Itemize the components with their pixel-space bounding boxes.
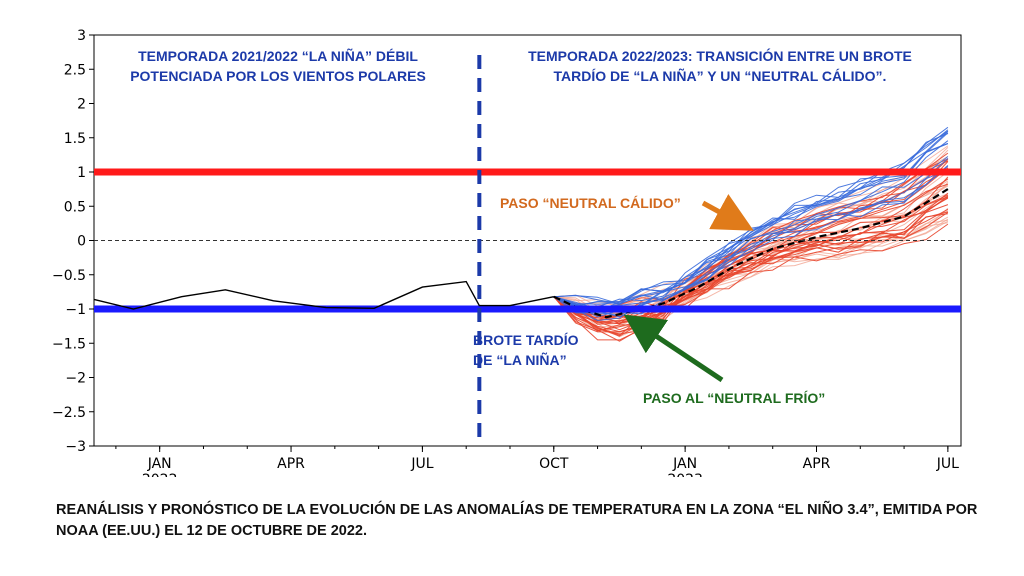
forecast-ensemble <box>553 126 949 342</box>
forecast-member-blue <box>553 131 949 308</box>
y-tick-label: 0 <box>77 234 86 250</box>
x-axis: JAN APR JUL OCT JAN APR JUL 2022 2023 <box>115 446 959 488</box>
annotations: TEMPORADA 2021/2022 “LA NIÑA” DÉBIL POTEN… <box>130 47 912 406</box>
y-tick-label: −2 <box>65 371 86 387</box>
figure-caption: REANÁLISIS Y PRONÓSTICO DE LA EVOLUCIÓN … <box>56 502 978 539</box>
y-tick-label: −1.5 <box>52 336 86 352</box>
annotation-late-nina-line: BROTE TARDÍO <box>473 332 579 348</box>
forecast-member-red <box>553 211 949 341</box>
y-tick-label: −0.5 <box>52 268 86 284</box>
annotation-neutral-warm-line: PASO “NEUTRAL CÁLIDO” <box>500 195 681 211</box>
annotation-season-2022: TEMPORADA 2022/2023: TRANSICIÓN ENTRE UN… <box>528 47 912 84</box>
forecast-member-blue <box>553 169 949 321</box>
y-axis: 3 2.5 2 1.5 1 0.5 0 −0.5 −1 −1.5 −2 −2.5 −3 <box>52 28 94 455</box>
x-year-label: 2022 <box>142 472 178 488</box>
annotation-season-2021-line: TEMPORADA 2021/2022 “LA NIÑA” DÉBIL <box>138 47 418 64</box>
annotation-late-nina-line: DE “LA NIÑA” <box>473 351 567 368</box>
forecast-member-red <box>553 208 949 332</box>
year-labels: 2022 2023 <box>142 472 703 488</box>
annotation-season-2021-line: POTENCIADA POR LOS VIENTOS POLARES <box>130 68 426 84</box>
x-tick-label: APR <box>277 456 305 472</box>
y-tick-label: −2.5 <box>52 405 86 421</box>
annotation-season-2022-line: TARDÍO DE “LA NIÑA” Y UN “NEUTRAL CÁLIDO… <box>554 67 887 84</box>
forecast-member-red <box>553 183 949 342</box>
forecast-member-blue <box>553 140 949 308</box>
y-tick-label: −3 <box>65 439 86 455</box>
x-tick-label: JAN <box>147 456 172 472</box>
forecast-member-red <box>553 167 949 336</box>
forecast-mean-line <box>553 188 949 319</box>
x-tick-label: JUL <box>936 456 959 472</box>
forecast-member-red <box>553 213 948 323</box>
y-tick-label: 3 <box>77 28 86 44</box>
annotation-late-nina: BROTE TARDÍO DE “LA NIÑA” <box>473 332 579 368</box>
annotation-neutral-cold: PASO AL “NEUTRAL FRÍO” <box>643 390 825 406</box>
y-tick-label: 2.5 <box>64 62 86 78</box>
arrow-neutral-cold <box>623 314 724 383</box>
y-tick-label: 1.5 <box>64 131 86 147</box>
arrow-neutral-warm <box>701 194 754 231</box>
y-tick-label: 0.5 <box>64 199 86 215</box>
reference-lines <box>93 55 961 438</box>
annotation-season-2021: TEMPORADA 2021/2022 “LA NIÑA” DÉBIL POTEN… <box>130 47 426 84</box>
annotation-neutral-warm: PASO “NEUTRAL CÁLIDO” <box>500 195 681 211</box>
forecast-member-red <box>553 223 949 331</box>
y-tick-label: −1 <box>65 302 86 318</box>
x-tick-label: JAN <box>672 456 697 472</box>
reanalysis-line <box>93 280 554 310</box>
x-tick-label: JUL <box>410 456 433 472</box>
x-tick-label: APR <box>803 456 831 472</box>
forecast-member-blue <box>553 158 949 305</box>
x-year-label: 2023 <box>667 472 703 488</box>
annotation-season-2022-line: TEMPORADA 2022/2023: TRANSICIÓN ENTRE UN… <box>528 47 912 64</box>
annotation-neutral-cold-line: PASO AL “NEUTRAL FRÍO” <box>643 390 825 406</box>
y-tick-label: 1 <box>77 165 86 181</box>
y-tick-label: 2 <box>77 97 86 113</box>
x-tick-label: OCT <box>539 456 569 472</box>
